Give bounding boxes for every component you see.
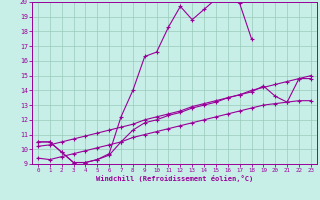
X-axis label: Windchill (Refroidissement éolien,°C): Windchill (Refroidissement éolien,°C) (96, 175, 253, 182)
